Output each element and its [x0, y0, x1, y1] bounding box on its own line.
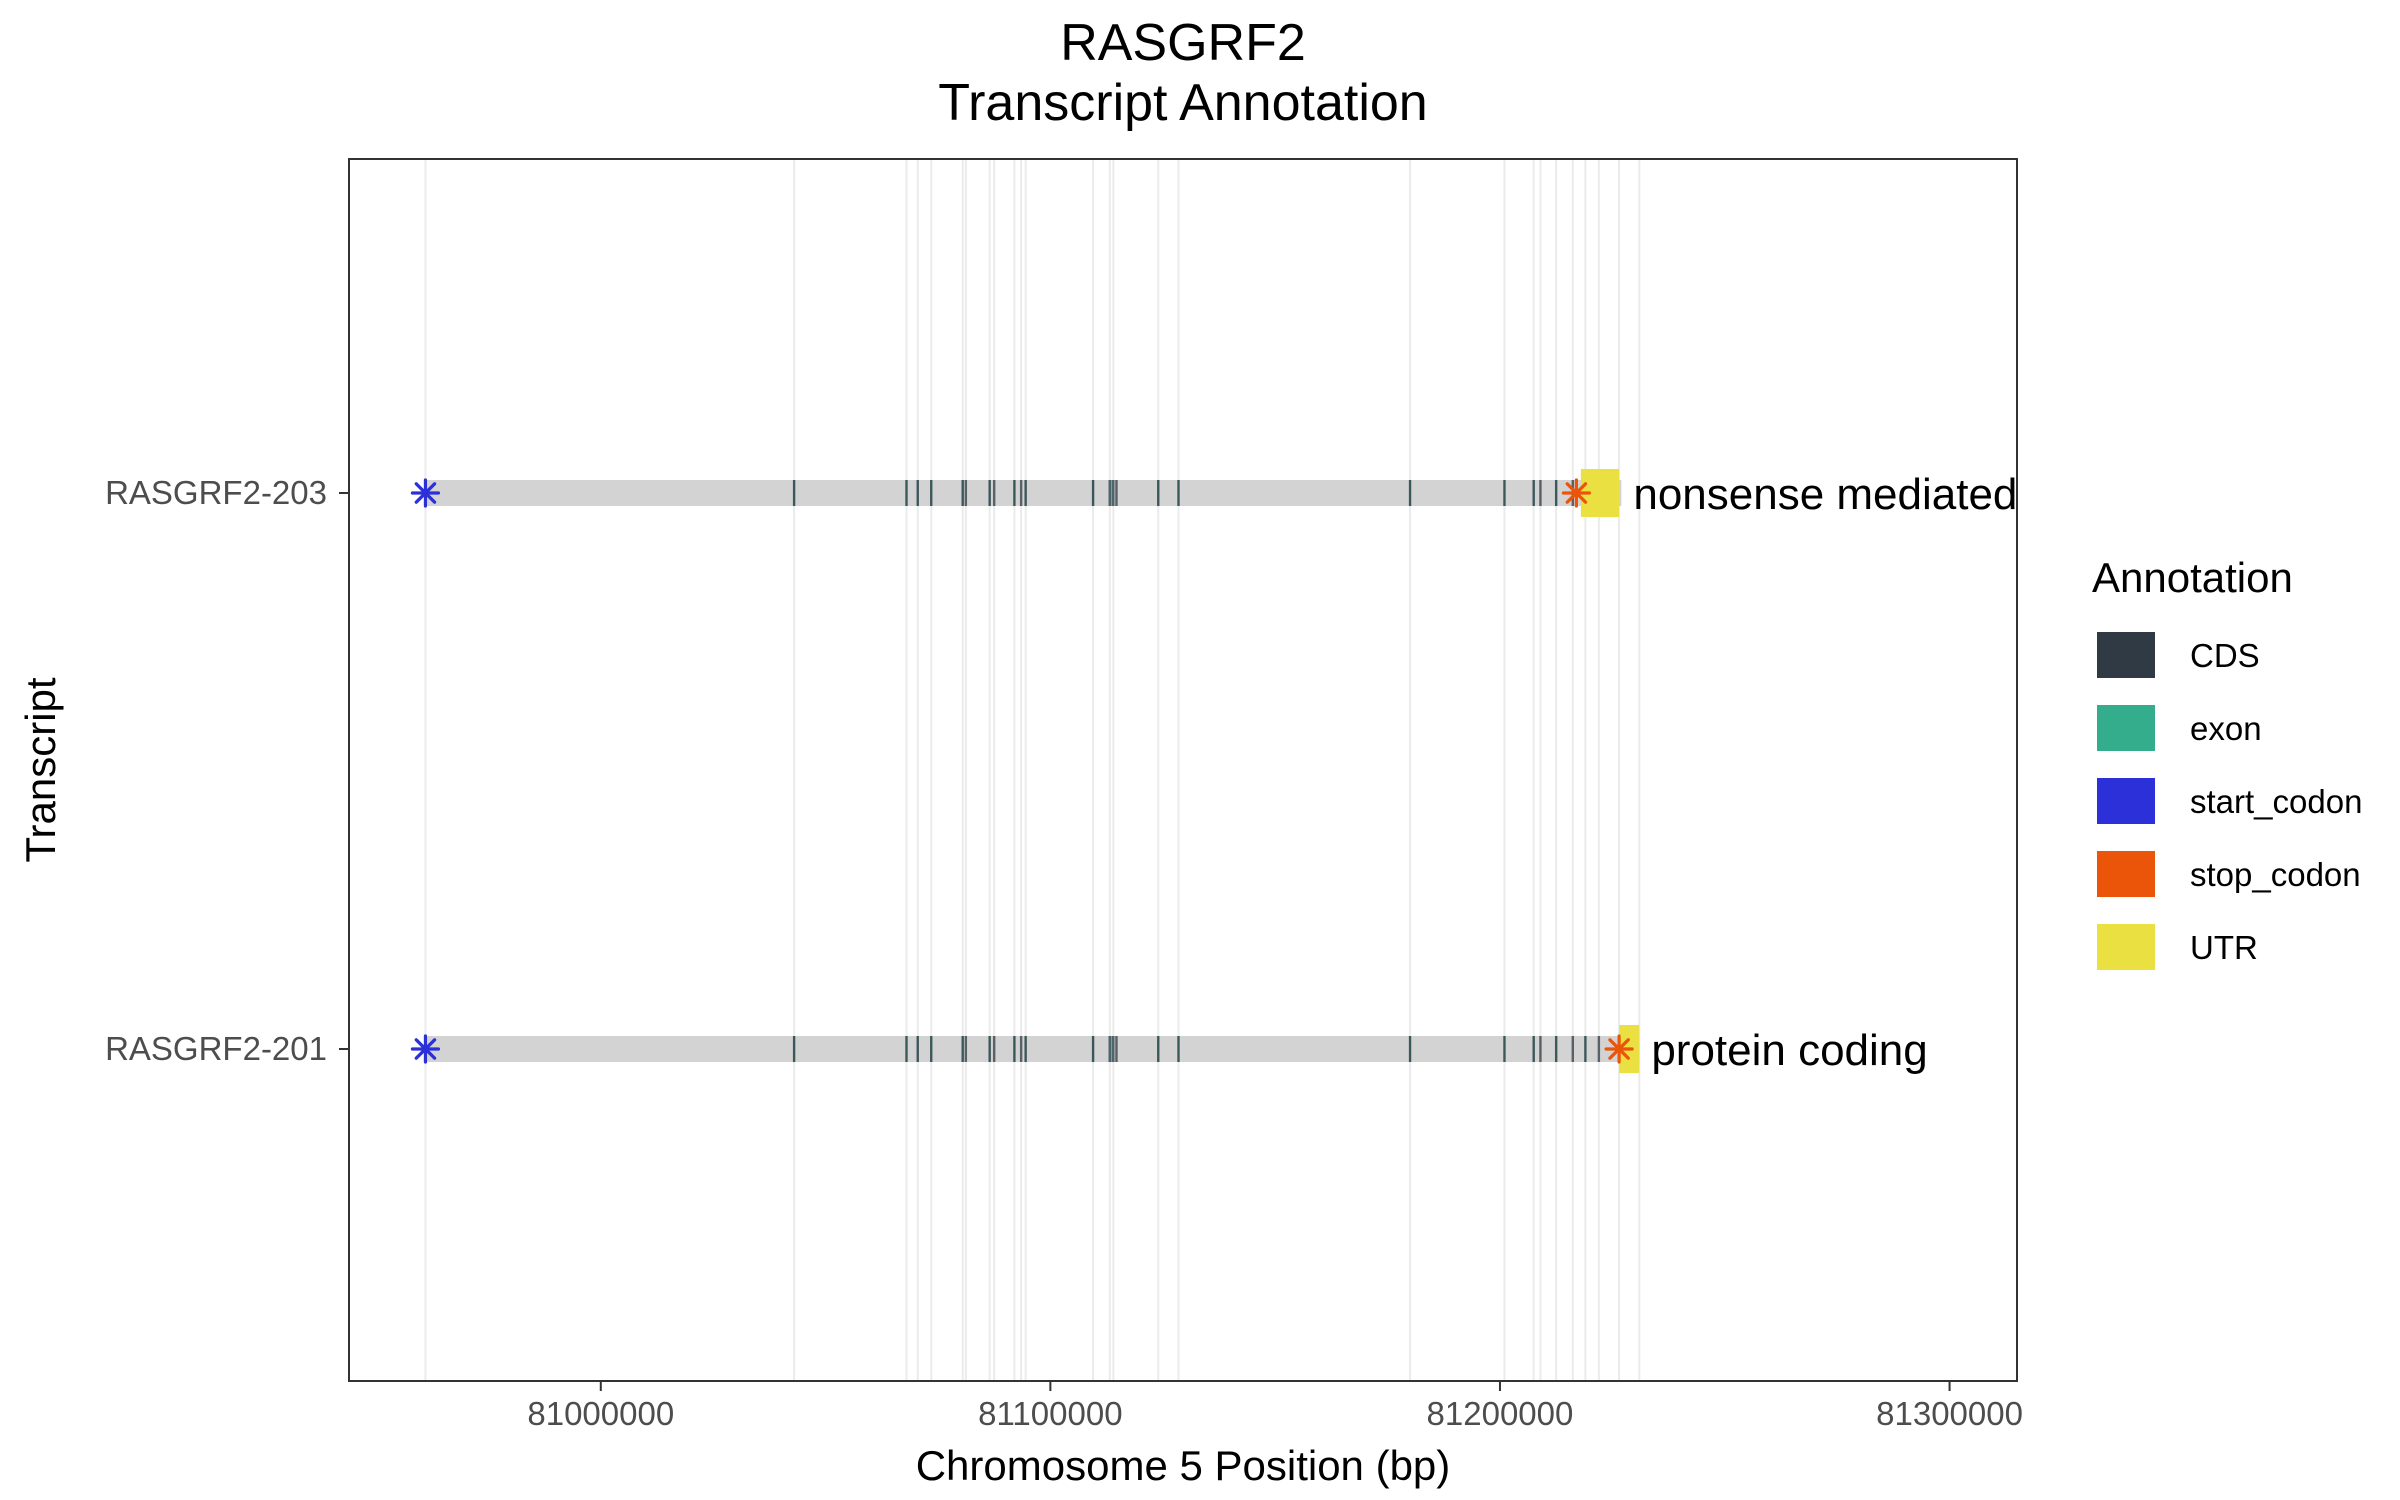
plot-panel [349, 159, 2017, 1381]
cds-mark [1539, 480, 1542, 506]
y-tick-label: RASGRF2-201 [105, 1030, 327, 1067]
cds-mark [1554, 480, 1558, 506]
cds-mark [916, 480, 919, 506]
legend-title: Annotation [2092, 554, 2293, 601]
cds-mark [1013, 1036, 1016, 1062]
cds-mark [1112, 480, 1115, 506]
legend-label: UTR [2190, 929, 2258, 966]
cds-mark [964, 1036, 968, 1062]
grid-lines [424, 159, 1641, 1381]
x-axis: 81000000 81100000 81200000 81300000 [527, 1381, 2023, 1432]
x-axis-title: Chromosome 5 Position (bp) [916, 1442, 1451, 1489]
legend-swatch [2097, 851, 2155, 897]
cds-mark [792, 1036, 796, 1062]
cds-mark [964, 480, 968, 506]
biotype-label: nonsense mediated decay [1633, 470, 2147, 519]
legend-label: CDS [2190, 637, 2260, 674]
cds-mark [905, 1036, 908, 1062]
legend-label: start_codon [2190, 783, 2362, 820]
cds-mark [1584, 1036, 1587, 1062]
legend-label: exon [2190, 710, 2262, 747]
cds-mark [1532, 480, 1535, 506]
cds-mark [988, 480, 991, 506]
cds-mark [916, 1036, 919, 1062]
cds-mark [1091, 1036, 1095, 1062]
cds-mark [792, 480, 796, 506]
cds-mark [930, 480, 933, 506]
cds-mark [1024, 480, 1027, 506]
biotype-labels: nonsense mediated decay protein coding [1633, 470, 2147, 1075]
stop-codon-marker [1561, 478, 1591, 508]
cds-mark [1112, 1036, 1115, 1062]
legend-swatch [2097, 705, 2155, 751]
cds-mark [1597, 1036, 1601, 1062]
plot-contents: nonsense mediated decay protein coding [410, 159, 2147, 1381]
y-axis-title: Transcript [17, 677, 64, 862]
cds-mark [1108, 1036, 1111, 1062]
transcript-bar [425, 1036, 1640, 1062]
cds-mark [1157, 480, 1160, 506]
exon-mark [1110, 1036, 1113, 1062]
cds-mark [988, 1036, 991, 1062]
legend-items: CDS exon start_codon stop_codon UTR [2097, 632, 2362, 970]
transcript-track [410, 469, 1622, 517]
legend-swatch [2097, 632, 2155, 678]
legend-item: stop_codon [2097, 851, 2361, 897]
x-tick-label: 81000000 [527, 1395, 674, 1432]
cds-mark [1177, 1036, 1180, 1062]
start-codon-marker [410, 1034, 441, 1064]
legend-item: exon [2097, 705, 2262, 751]
cds-mark [1503, 480, 1506, 506]
transcript-tracks [410, 469, 1640, 1073]
cds-mark [961, 1036, 964, 1062]
transcript-bar [425, 480, 1622, 506]
cds-mark [1554, 1036, 1558, 1062]
cds-mark [1532, 1036, 1535, 1062]
cds-mark [1108, 480, 1111, 506]
x-tick-label: 81200000 [1427, 1395, 1574, 1432]
cds-mark [1408, 480, 1412, 506]
cds-mark [1115, 480, 1118, 506]
legend-item: start_codon [2097, 778, 2362, 824]
cds-mark [1408, 1036, 1412, 1062]
panel-border [348, 158, 2018, 1382]
y-tick-label: RASGRF2-203 [105, 474, 327, 511]
cds-mark [1177, 480, 1180, 506]
exon-mark [1110, 480, 1113, 506]
cds-mark [992, 1036, 996, 1062]
cds-mark [961, 480, 964, 506]
y-axis: RASGRF2-203 RASGRF2-201 [105, 474, 349, 1067]
cds-mark [1024, 1036, 1027, 1062]
cds-mark [1091, 480, 1095, 506]
stop-codon-marker [1604, 1034, 1634, 1064]
cds-mark [1013, 480, 1016, 506]
x-tick-label: 81100000 [978, 1395, 1122, 1432]
cds-mark [1157, 1036, 1160, 1062]
chart-title: RASGRF2 [1060, 14, 1306, 72]
biotype-label: protein coding [1651, 1026, 1927, 1075]
cds-mark [1115, 1036, 1118, 1062]
start-codon-marker [410, 478, 441, 508]
cds-mark [1019, 480, 1023, 506]
legend: Annotation CDS exon start_codon stop_codon U… [2092, 554, 2362, 970]
cds-mark [1539, 1036, 1542, 1062]
transcript-track [410, 1025, 1640, 1073]
legend-swatch [2097, 778, 2155, 824]
cds-mark [1503, 1036, 1506, 1062]
cds-mark [992, 480, 996, 506]
cds-mark [1019, 1036, 1023, 1062]
cds-mark [905, 480, 908, 506]
cds-mark [930, 1036, 933, 1062]
legend-item: UTR [2097, 924, 2258, 970]
chart-subtitle: Transcript Annotation [938, 74, 1427, 132]
legend-label: stop_codon [2190, 856, 2361, 893]
legend-swatch [2097, 924, 2155, 970]
x-tick-label: 81300000 [1876, 1395, 2023, 1432]
legend-item: CDS [2097, 632, 2260, 678]
cds-mark [1571, 1036, 1574, 1062]
